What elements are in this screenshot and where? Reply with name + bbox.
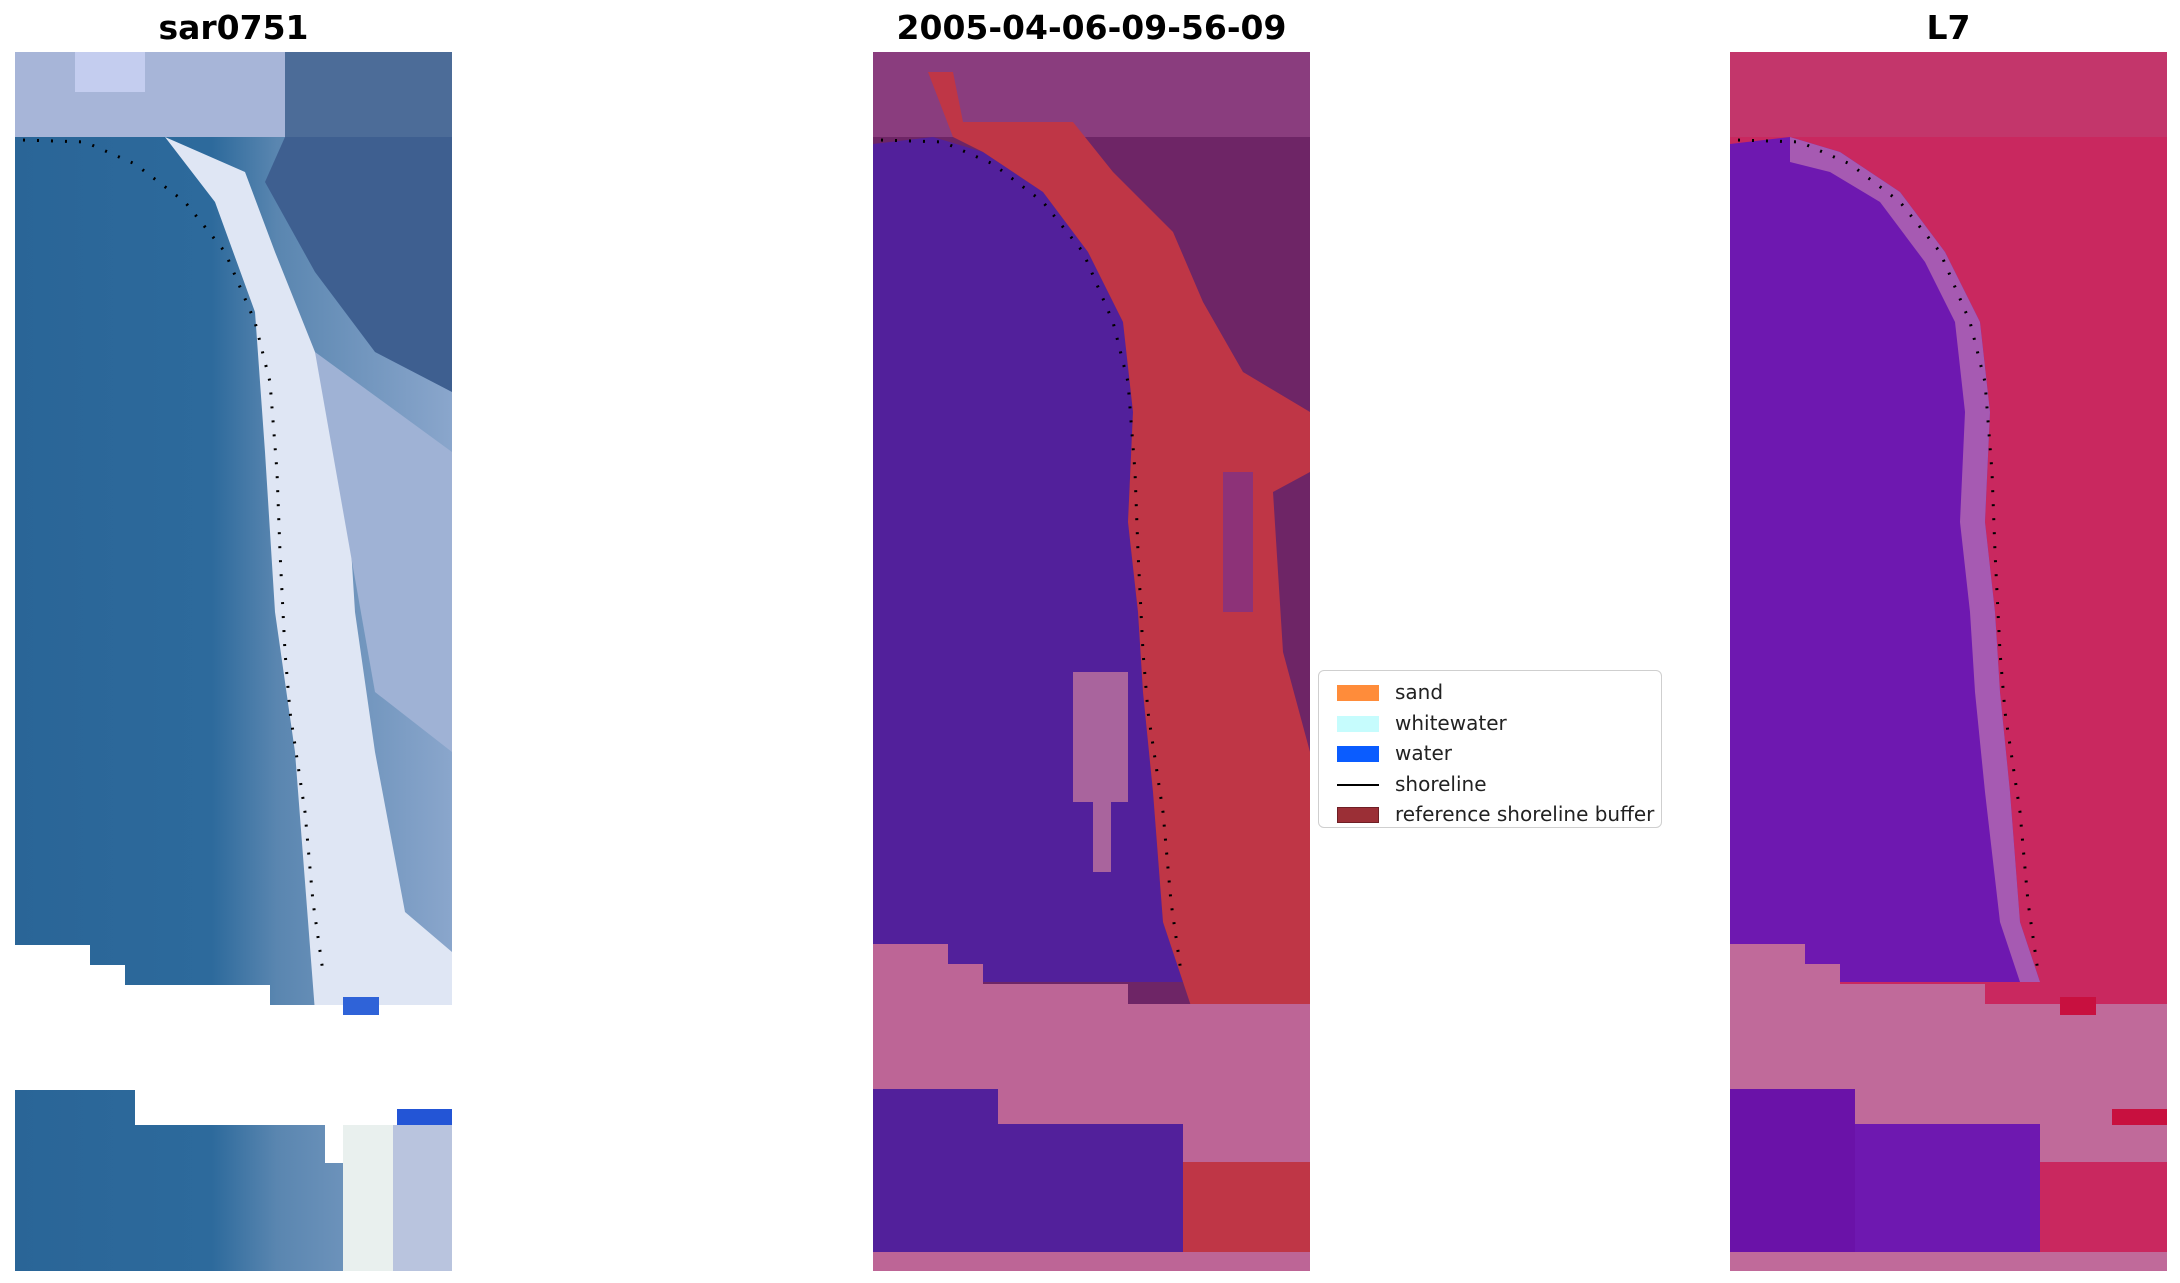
legend-swatch-sand	[1337, 685, 1379, 701]
falsecolor-panel	[1730, 52, 2167, 1271]
legend-label: reference shoreline buffer	[1395, 802, 1655, 826]
panel-title-classification: 2005-04-06-09-56-09	[896, 8, 1287, 47]
legend-label: shoreline	[1395, 771, 1487, 796]
shoreline	[1737, 138, 2040, 973]
legend-item-shoreline: shoreline	[1329, 769, 1651, 800]
class-buffer-area	[928, 72, 1310, 1012]
legend-swatch-buffer	[1337, 807, 1379, 823]
legend-line-shoreline	[1337, 783, 1379, 786]
legend-item-sand: sand	[1329, 677, 1651, 708]
legend-item-reference-shoreline-buffer: reference shoreline buffer	[1329, 799, 1655, 830]
legend-swatch-water	[1337, 746, 1379, 762]
rgb-image	[15, 52, 452, 1271]
class-nodata-area	[873, 1004, 1310, 1089]
panel-title-falsecolor: L7	[1926, 8, 1971, 47]
rgb-land-area	[265, 137, 452, 392]
classification-panel	[873, 52, 1310, 1271]
fc-nodata-area	[1730, 1004, 2167, 1089]
classification-image	[873, 52, 1310, 1271]
legend: sand whitewater water shoreline referenc…	[1318, 670, 1662, 828]
shoreline	[22, 138, 325, 973]
legend-label: whitewater	[1395, 710, 1507, 735]
rgb-whitewater-band	[165, 137, 452, 1012]
legend-label: water	[1395, 741, 1452, 765]
shoreline	[880, 138, 1183, 973]
panel-title-rgb: sar0751	[158, 8, 309, 47]
falsecolor-image	[1730, 52, 2167, 1271]
legend-item-water: water	[1329, 738, 1651, 769]
legend-label: sand	[1395, 680, 1444, 704]
legend-swatch-whitewater	[1337, 715, 1379, 732]
legend-item-whitewater: whitewater	[1329, 708, 1651, 739]
rgb-image-panel	[15, 52, 452, 1271]
